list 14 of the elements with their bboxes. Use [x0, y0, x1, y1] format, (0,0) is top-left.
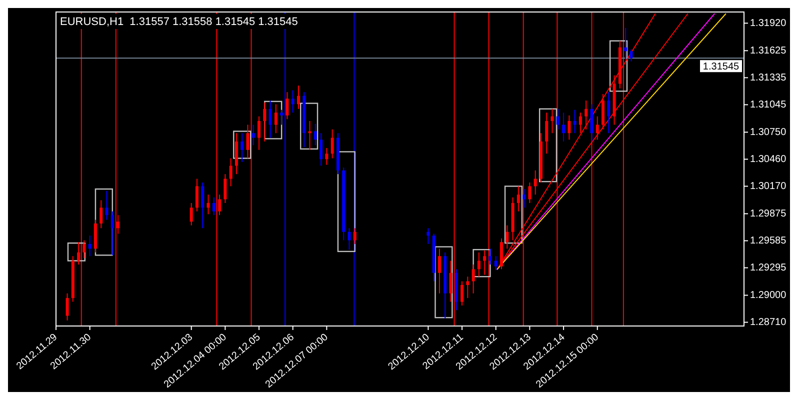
y-tick-label: 1.30750: [750, 126, 787, 138]
y-tick-label: 1.28710: [750, 316, 787, 328]
y-tick-label: 1.29875: [750, 208, 787, 220]
y-tick-label: 1.31920: [750, 18, 787, 29]
chart-title: EURUSD,H1 1.31557 1.31558 1.31545 1.31545: [60, 16, 298, 28]
y-tick-label: 1.30460: [750, 154, 787, 165]
y-tick-label: 1.29585: [750, 235, 787, 246]
y-tick-label: 1.29295: [750, 262, 787, 274]
y-tick-label: 1.29000: [750, 290, 787, 301]
y-tick-label: 1.30170: [750, 180, 787, 192]
y-tick-label: 1.31045: [750, 99, 787, 110]
y-tick-label: 1.31335: [750, 72, 787, 84]
y-tick-label: 1.31625: [750, 45, 787, 56]
ref-line-label: 1.31545: [702, 62, 740, 73]
